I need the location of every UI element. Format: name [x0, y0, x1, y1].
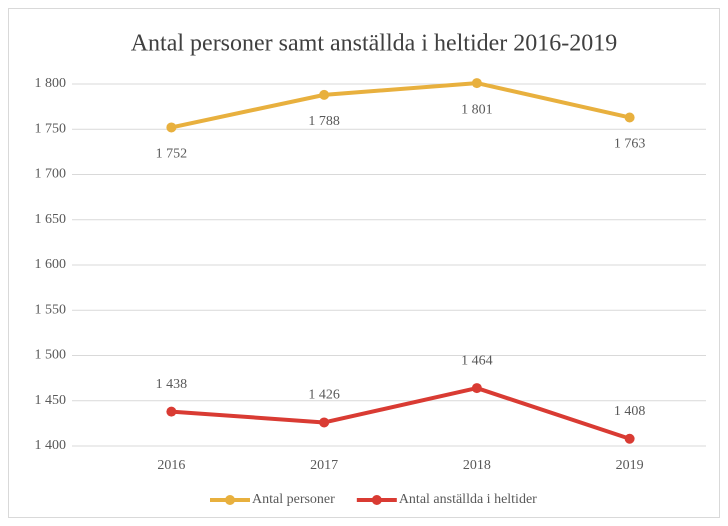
- data-point: [471, 383, 482, 394]
- legend-marker: [225, 495, 235, 505]
- y-tick-label: 1 400: [35, 438, 67, 453]
- y-tick-label: 1 450: [35, 393, 67, 408]
- data-label: 1 438: [156, 377, 188, 392]
- y-tick-label: 1 600: [35, 257, 67, 272]
- y-tick-label: 1 650: [35, 212, 67, 227]
- x-tick-label: 2016: [157, 458, 185, 473]
- data-label: 1 801: [461, 102, 493, 117]
- legend-label: Antal anställda i heltider: [399, 492, 537, 507]
- legend-marker: [371, 495, 382, 505]
- y-tick-label: 1 550: [35, 302, 67, 317]
- y-tick-label: 1 700: [35, 167, 67, 182]
- data-point: [624, 112, 635, 123]
- data-point: [319, 89, 330, 100]
- data-label: 1 464: [461, 353, 493, 368]
- data-point: [166, 122, 177, 133]
- data-point: [471, 78, 482, 89]
- data-point: [319, 417, 330, 428]
- series-line: [170, 81, 631, 130]
- y-tick-label: 1 800: [35, 76, 67, 91]
- legend-label: Antal personer: [252, 492, 335, 507]
- y-tick-label: 1 750: [35, 121, 67, 136]
- data-label: 1 788: [308, 114, 340, 129]
- chart-title: Antal personer samt anställda i heltider…: [131, 31, 618, 57]
- x-tick-label: 2018: [463, 458, 491, 473]
- data-label: 1 408: [614, 404, 646, 419]
- y-tick-label: 1 500: [35, 348, 67, 363]
- data-label: 1 763: [614, 137, 646, 152]
- chart-border: [8, 8, 720, 518]
- data-label: 1 752: [156, 147, 188, 162]
- data-label: 1 426: [308, 388, 340, 403]
- x-tick-label: 2019: [616, 458, 644, 473]
- series-line: [171, 386, 631, 441]
- x-tick-label: 2017: [310, 458, 338, 473]
- data-point: [624, 433, 635, 444]
- data-point: [166, 406, 177, 417]
